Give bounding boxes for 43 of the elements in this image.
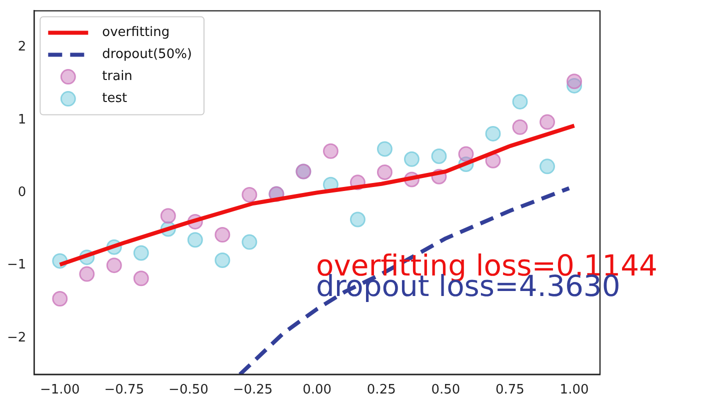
y-tick-label: −2 (6, 330, 26, 346)
legend-label: dropout(50%) (102, 47, 192, 62)
x-tick-label: −1.00 (40, 382, 80, 398)
y-tick-label: 0 (18, 184, 26, 200)
point (214, 252, 230, 268)
point (106, 258, 122, 274)
x-tick-label: −0.75 (104, 382, 144, 398)
point (512, 94, 528, 110)
point (431, 148, 447, 164)
point (350, 212, 366, 228)
y-tick-label: −1 (6, 258, 26, 273)
point (376, 141, 392, 157)
point (540, 158, 556, 174)
point (187, 232, 203, 248)
point (52, 291, 68, 307)
point (512, 119, 528, 135)
legend-label: test (102, 91, 128, 106)
point (79, 266, 95, 282)
point (376, 164, 392, 180)
point (485, 126, 501, 142)
legend-label: train (102, 69, 132, 84)
x-tick-label: 0.75 (496, 382, 524, 398)
point (404, 151, 420, 167)
point (242, 234, 258, 250)
point (214, 227, 230, 243)
y-tick-label: 2 (18, 40, 26, 55)
point (133, 245, 149, 261)
x-tick-label: 0.50 (431, 382, 460, 398)
x-tick-label: −0.50 (168, 382, 208, 398)
x-tick-label: 0.25 (366, 382, 396, 398)
point (242, 187, 258, 203)
x-tick-label: −0.25 (232, 382, 273, 398)
point (322, 143, 338, 159)
legend-label: overfitting (102, 25, 170, 40)
point (566, 74, 582, 90)
point (458, 146, 474, 162)
point (540, 114, 556, 130)
point (133, 270, 149, 286)
y-tick-label: 1 (18, 112, 26, 128)
x-tick-label: 0.00 (302, 382, 332, 398)
point (485, 152, 501, 168)
point (160, 208, 176, 224)
x-tick-label: 1.00 (560, 382, 589, 398)
